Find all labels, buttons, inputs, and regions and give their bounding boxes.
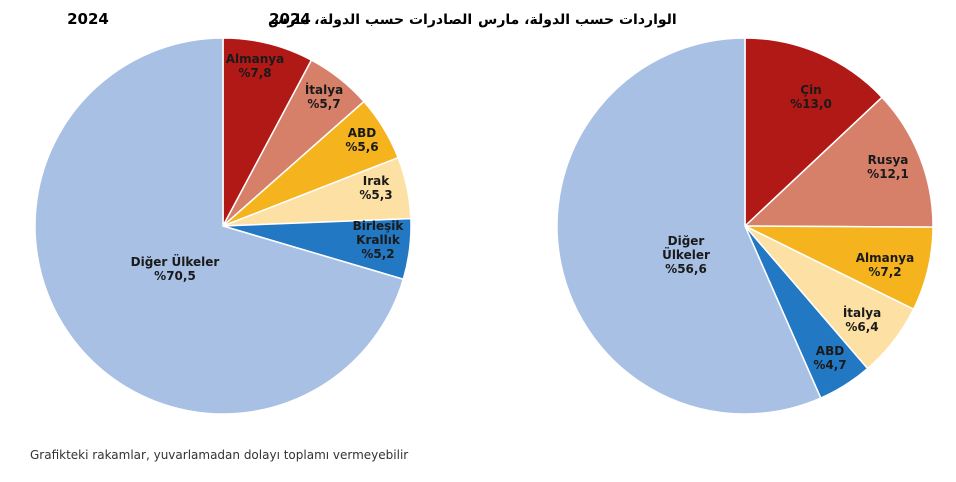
slice-label: Almanya %7,8 [226, 52, 284, 80]
imports-title-date: 2024 [269, 10, 311, 28]
svg-text:الواردات حسب الدولة، مارس: الواردات حسب الدولة، مارس [478, 12, 677, 28]
slice-value: %70,5 [154, 269, 196, 283]
slice-value: %56,6 [665, 262, 707, 276]
slice-value: %5,6 [345, 140, 378, 154]
slice-name: Rusya [868, 153, 909, 167]
footnote: Grafikteki rakamlar, yuvarlamadan dolayı… [30, 448, 409, 462]
slice-name: Diğer [668, 234, 705, 248]
slice-name: İtalya [305, 82, 343, 97]
slice-label: Birleşik Krallık %5,2 [353, 219, 405, 261]
exports-title-prefix: الصادرات حسب الدولة، مارس [268, 12, 472, 28]
slice-value: %12,1 [867, 167, 909, 181]
imports-title-prefix: الواردات حسب الدولة، مارس [478, 12, 677, 28]
slice-value: %6,4 [845, 320, 878, 334]
slice-label: Rusya %12,1 [867, 153, 909, 181]
pie-slice [743, 96, 934, 228]
slice-name: ABD [348, 126, 376, 140]
slice-name: Ülkeler [662, 247, 710, 262]
chart-title: الواردات حسب الدولة، مارس 2024 الصادرات … [67, 10, 677, 28]
slice-name: Diğer Ülkeler [131, 254, 220, 269]
pie-slice [222, 37, 313, 227]
pie-slice [34, 37, 405, 415]
slice-name: Irak [363, 174, 390, 188]
slice-label: ABD %5,6 [345, 126, 378, 154]
slice-label: Irak %5,3 [359, 174, 392, 202]
slice-value: %4,7 [813, 358, 846, 372]
slice-value: %13,0 [790, 97, 832, 111]
slice-label: Diğer Ülkeler %56,6 [662, 234, 710, 276]
slice-name: Çin [800, 83, 821, 97]
pie-slice [556, 37, 822, 415]
slice-label: Diğer Ülkeler %70,5 [131, 254, 220, 283]
slice-label: İtalya %5,7 [305, 82, 343, 111]
slice-label: ABD %4,7 [813, 344, 846, 372]
exports-title-date: 2024 [67, 10, 109, 28]
slice-value: %5,3 [359, 188, 392, 202]
slice-label: İtalya %6,4 [843, 305, 881, 334]
slice-name: Almanya [226, 52, 284, 66]
slice-name: ABD [816, 344, 844, 358]
slice-name: Krallık [356, 233, 401, 247]
slice-value: %5,7 [307, 97, 340, 111]
slice-name: Almanya [856, 251, 914, 265]
slice-label: Almanya %7,2 [856, 251, 914, 279]
slice-value: %5,2 [361, 247, 394, 261]
slice-label: Çin %13,0 [790, 83, 832, 111]
svg-text:الصادرات حسب الدولة، مارس: الصادرات حسب الدولة، مارس [268, 12, 472, 28]
slice-value: %7,8 [238, 66, 271, 80]
pie-slice [744, 37, 884, 228]
slice-name: Birleşik [353, 219, 405, 233]
slice-value: %7,2 [868, 265, 901, 279]
slice-name: İtalya [843, 305, 881, 320]
